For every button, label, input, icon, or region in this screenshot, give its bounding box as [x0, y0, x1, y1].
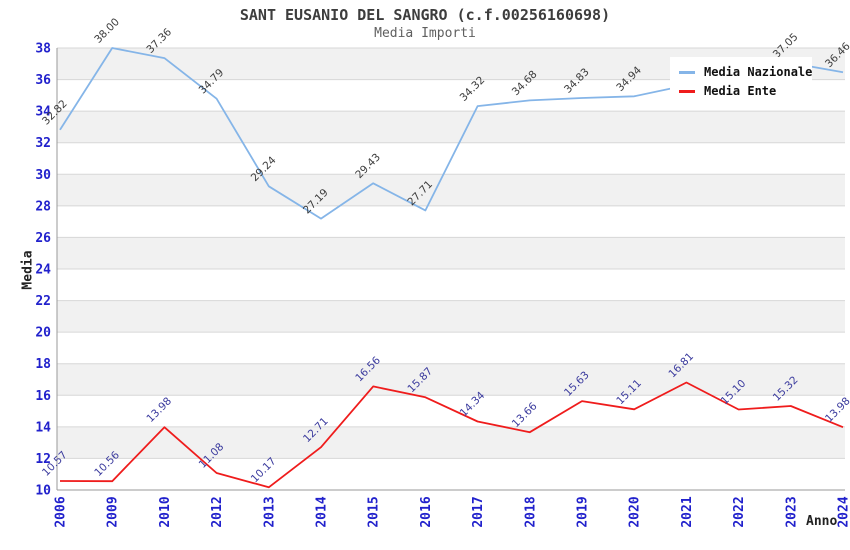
plot-band: [57, 174, 845, 206]
y-tick-label: 14: [35, 420, 51, 435]
x-tick-label: 2012: [210, 496, 225, 527]
x-tick-label: 2006: [54, 496, 69, 527]
x-tick-label: 2021: [680, 496, 695, 527]
y-tick-label: 10: [35, 484, 51, 499]
y-axis-title: Media: [20, 250, 36, 290]
chart-subtitle: Media Importi: [374, 26, 476, 41]
x-tick-label: 2024: [837, 496, 850, 527]
y-tick-label: 18: [35, 357, 51, 372]
legend-item-media-nazionale: Media Nazionale: [679, 63, 812, 81]
x-tick-label: 2015: [367, 496, 382, 527]
legend: Media Nazionale Media Ente: [670, 57, 812, 104]
chart-title: SANT EUSANIO DEL SANGRO (c.f.00256160698…: [239, 6, 611, 24]
y-tick-label: 20: [35, 326, 51, 341]
x-tick-label: 2010: [158, 496, 173, 527]
plot-band: [57, 300, 845, 333]
x-tick-label: 2019: [576, 496, 591, 527]
value-label: 13.98: [144, 395, 174, 425]
plot-band: [57, 111, 845, 143]
y-tick-label: 26: [35, 231, 51, 246]
x-axis-title: Anno: [806, 514, 838, 529]
line-swatch-red-icon: [679, 89, 695, 93]
legend-label: Media Ente: [704, 84, 777, 98]
x-tick-label: 2023: [784, 496, 799, 527]
x-tick-label: 2014: [315, 496, 330, 527]
x-tick-label: 2022: [732, 496, 747, 527]
y-tick-label: 16: [35, 389, 51, 404]
x-tick-label: 2018: [523, 496, 538, 527]
y-tick-label: 32: [35, 136, 51, 151]
value-label: 13.66: [510, 400, 540, 430]
plot-band: [57, 237, 845, 269]
plot-band: [57, 363, 845, 396]
legend-label: Media Nazionale: [704, 65, 813, 79]
y-tick-label: 22: [35, 294, 51, 309]
y-tick-label: 24: [35, 263, 51, 278]
x-tick-label: 2013: [262, 496, 277, 527]
legend-item-media-ente: Media Ente: [679, 82, 812, 100]
x-tick-label: 2020: [628, 496, 643, 527]
value-label: 38.00: [92, 16, 122, 46]
y-tick-label: 12: [35, 452, 51, 467]
y-tick-label: 28: [35, 199, 51, 214]
series-line: [59, 381, 844, 489]
y-tick-label: 38: [35, 42, 51, 57]
x-tick-label: 2009: [106, 496, 121, 527]
y-tick-label: 36: [35, 73, 51, 88]
y-tick-label: 30: [35, 168, 51, 183]
value-label: 10.17: [249, 455, 279, 485]
plot-band: [57, 426, 845, 459]
x-tick-label: 2017: [471, 496, 486, 527]
y-tick-label: 34: [35, 105, 51, 120]
value-label: 13.98: [823, 395, 850, 425]
line-swatch-blue-icon: [679, 70, 695, 74]
x-tick-label: 2016: [419, 496, 434, 527]
